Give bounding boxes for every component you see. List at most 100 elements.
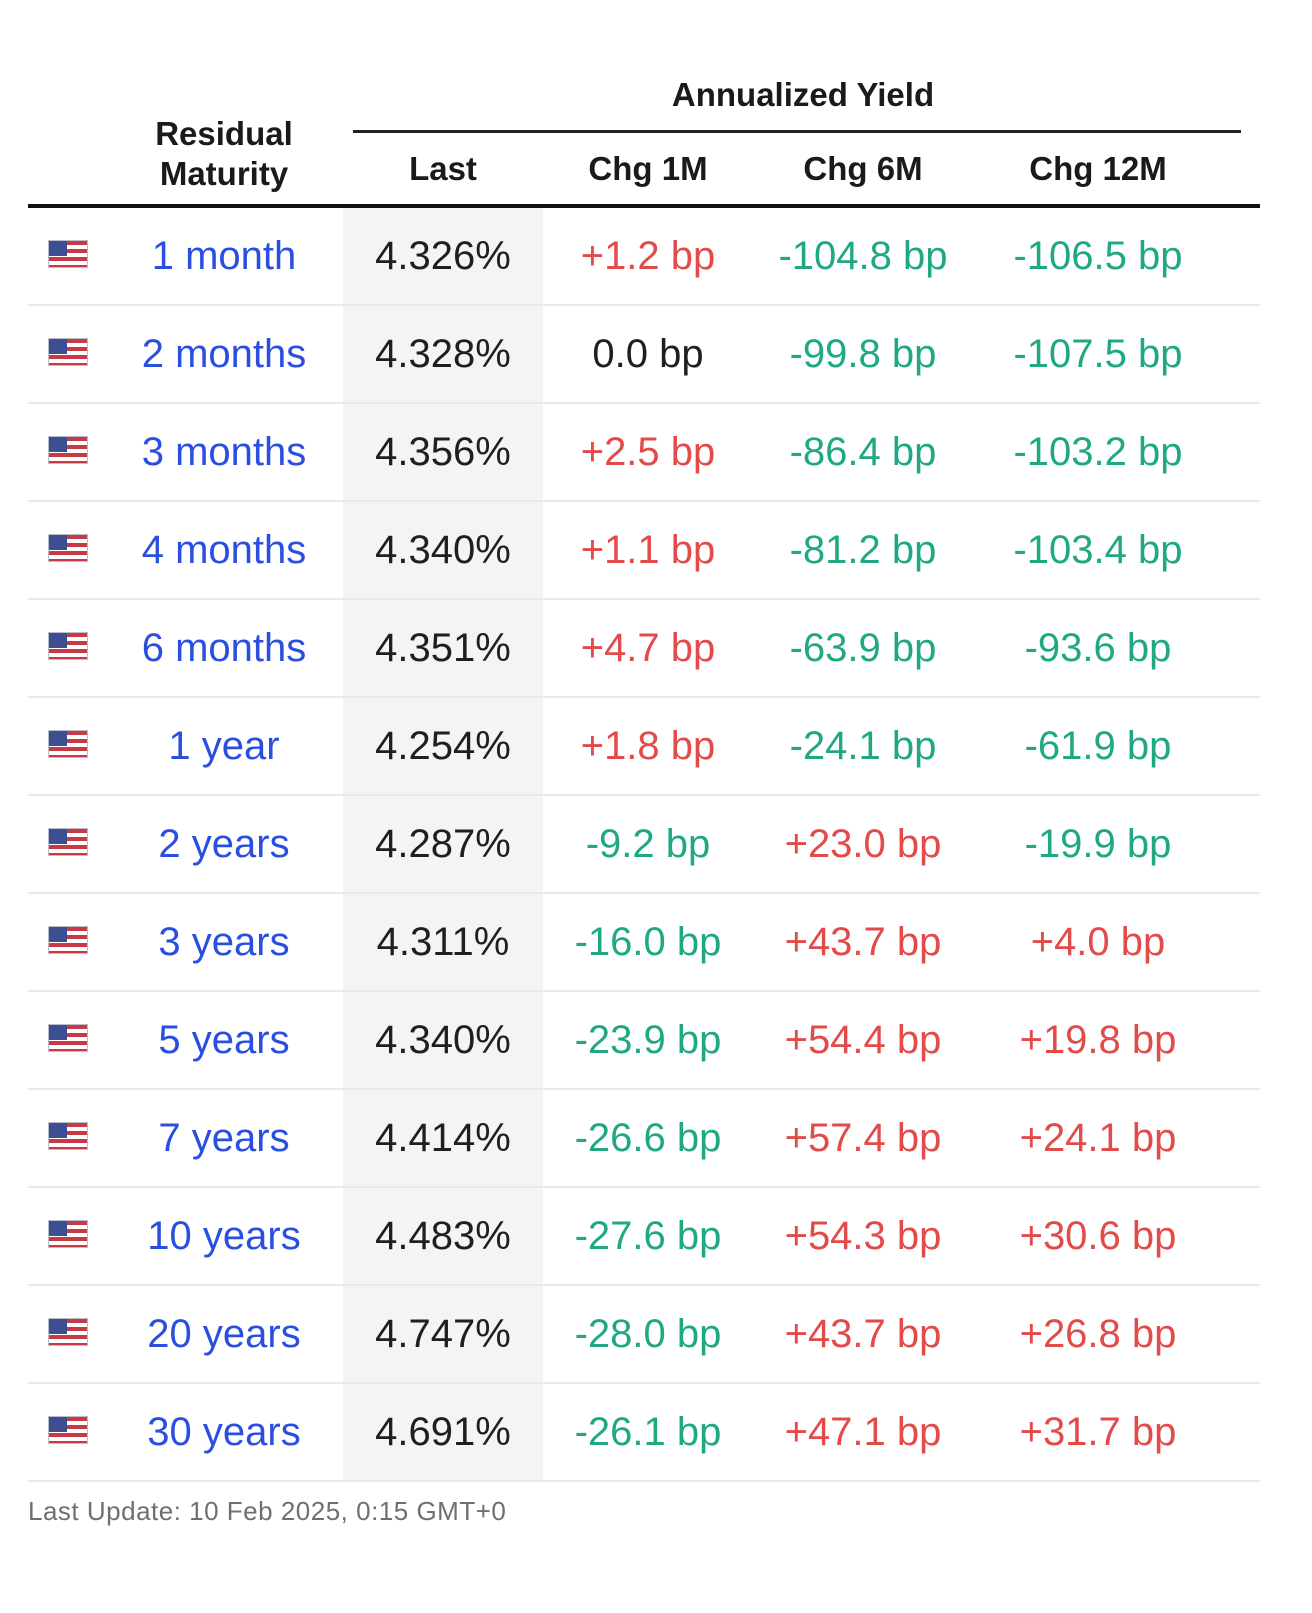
us-flag-icon (48, 338, 88, 366)
cell-chg-1m: +1.2 bp (580, 234, 716, 278)
cell-chg-12m: -19.9 bp (1024, 822, 1172, 866)
cell-chg-6m: -99.8 bp (789, 332, 937, 376)
header-last: Last (409, 150, 477, 187)
cell-last-yield: 4.328% (343, 306, 543, 402)
cell-last-yield: 4.287% (343, 796, 543, 892)
cell-chg-12m: -103.4 bp (1013, 528, 1183, 572)
us-flag-icon (48, 436, 88, 464)
cell-chg-12m: -61.9 bp (1024, 724, 1172, 768)
us-flag-icon (48, 534, 88, 562)
us-flag-icon (48, 1318, 88, 1346)
maturity-link[interactable]: 30 years (147, 1410, 301, 1454)
us-flag-icon (48, 1024, 88, 1052)
cell-chg-6m: -81.2 bp (789, 528, 937, 572)
cell-chg-6m: +43.7 bp (784, 1312, 942, 1356)
us-flag-icon (48, 240, 88, 268)
cell-chg-6m: +54.4 bp (784, 1018, 942, 1062)
header-chg-1m: Chg 1M (588, 150, 708, 187)
us-flag-icon (48, 1416, 88, 1444)
maturity-link[interactable]: 7 years (158, 1116, 290, 1160)
maturity-link[interactable]: 3 years (158, 920, 290, 964)
cell-chg-12m: -93.6 bp (1024, 626, 1172, 670)
cell-chg-6m: -86.4 bp (789, 430, 937, 474)
table-row: 1 year 4.254% +1.8 bp -24.1 bp -61.9 bp (28, 698, 1260, 796)
cell-chg-1m: +1.1 bp (580, 528, 716, 572)
cell-chg-12m: -107.5 bp (1013, 332, 1183, 376)
maturity-link[interactable]: 1 year (168, 724, 280, 768)
cell-chg-6m: -104.8 bp (778, 234, 948, 278)
cell-chg-6m: +43.7 bp (784, 920, 942, 964)
flag-canton (49, 1417, 67, 1432)
maturity-link[interactable]: 4 months (141, 528, 307, 572)
us-flag-icon (48, 730, 88, 758)
table-header: Residual Maturity Annualized Yield Last … (28, 70, 1260, 208)
header-annualized-yield: Annualized Yield (671, 76, 935, 113)
flag-canton (49, 1319, 67, 1334)
cell-chg-1m: -9.2 bp (585, 822, 711, 866)
flag-canton (49, 927, 67, 942)
table-row: 20 years 4.747% -28.0 bp +43.7 bp +26.8 bp (28, 1286, 1260, 1384)
maturity-link[interactable]: 2 years (158, 822, 290, 866)
yield-table: Residual Maturity Annualized Yield Last … (28, 70, 1260, 1527)
cell-chg-12m: -106.5 bp (1013, 234, 1183, 278)
last-update-text: Last Update: 10 Feb 2025, 0:15 GMT+0 (28, 1496, 507, 1526)
flag-canton (49, 437, 67, 452)
cell-last-yield: 4.340% (343, 992, 543, 1088)
cell-chg-1m: -28.0 bp (574, 1312, 722, 1356)
maturity-link[interactable]: 3 months (141, 430, 307, 474)
cell-chg-1m: -23.9 bp (574, 1018, 722, 1062)
table-row: 6 months 4.351% +4.7 bp -63.9 bp -93.6 bp (28, 600, 1260, 698)
us-flag-icon (48, 926, 88, 954)
us-flag-icon (48, 632, 88, 660)
us-flag-icon (48, 828, 88, 856)
cell-last-yield: 4.254% (343, 698, 543, 794)
table-row: 1 month 4.326% +1.2 bp -104.8 bp -106.5 bp (28, 208, 1260, 306)
cell-last-yield: 4.351% (343, 600, 543, 696)
cell-chg-12m: +4.0 bp (1030, 920, 1166, 964)
maturity-link[interactable]: 5 years (158, 1018, 290, 1062)
flag-canton (49, 1025, 67, 1040)
flag-canton (49, 339, 67, 354)
cell-chg-1m: -26.6 bp (574, 1116, 722, 1160)
flag-canton (49, 241, 67, 256)
cell-chg-1m: -27.6 bp (574, 1214, 722, 1258)
table-row: 3 years 4.311% -16.0 bp +43.7 bp +4.0 bp (28, 894, 1260, 992)
maturity-link[interactable]: 1 month (151, 234, 297, 278)
cell-chg-6m: -63.9 bp (789, 626, 937, 670)
flag-canton (49, 633, 67, 648)
maturity-link[interactable]: 20 years (147, 1312, 301, 1356)
cell-last-yield: 4.311% (343, 894, 543, 990)
table-body: 1 month 4.326% +1.2 bp -104.8 bp -106.5 bp 2 … (28, 208, 1260, 1482)
cell-chg-12m: +26.8 bp (1019, 1312, 1177, 1356)
table-row: 2 years 4.287% -9.2 bp +23.0 bp -19.9 bp (28, 796, 1260, 894)
table-row: 7 years 4.414% -26.6 bp +57.4 bp +24.1 bp (28, 1090, 1260, 1188)
flag-canton (49, 1123, 67, 1138)
cell-chg-1m: +4.7 bp (580, 626, 716, 670)
table-row: 4 months 4.340% +1.1 bp -81.2 bp -103.4 bp (28, 502, 1260, 600)
flag-canton (49, 1221, 67, 1236)
cell-chg-12m: -103.2 bp (1013, 430, 1183, 474)
header-chg-12m: Chg 12M (1029, 150, 1167, 187)
table-row: 3 months 4.356% +2.5 bp -86.4 bp -103.2 bp (28, 404, 1260, 502)
header-residual-maturity: Residual Maturity (155, 115, 293, 192)
table-row: 5 years 4.340% -23.9 bp +54.4 bp +19.8 bp (28, 992, 1260, 1090)
maturity-link[interactable]: 2 months (141, 332, 307, 376)
cell-chg-6m: +23.0 bp (784, 822, 942, 866)
maturity-link[interactable]: 6 months (141, 626, 307, 670)
cell-chg-6m: +47.1 bp (784, 1410, 942, 1454)
cell-chg-1m: 0.0 bp (592, 332, 704, 376)
table-row: 10 years 4.483% -27.6 bp +54.3 bp +30.6 bp (28, 1188, 1260, 1286)
cell-chg-12m: +24.1 bp (1019, 1116, 1177, 1160)
cell-chg-1m: -26.1 bp (574, 1410, 722, 1454)
cell-chg-6m: -24.1 bp (789, 724, 937, 768)
flag-canton (49, 535, 67, 550)
flag-canton (49, 829, 67, 844)
cell-last-yield: 4.747% (343, 1286, 543, 1382)
cell-chg-1m: +1.8 bp (580, 724, 716, 768)
cell-last-yield: 4.356% (343, 404, 543, 500)
cell-chg-12m: +30.6 bp (1019, 1214, 1177, 1258)
maturity-link[interactable]: 10 years (147, 1214, 301, 1258)
cell-chg-1m: +2.5 bp (580, 430, 716, 474)
flag-canton (49, 731, 67, 746)
us-flag-icon (48, 1122, 88, 1150)
